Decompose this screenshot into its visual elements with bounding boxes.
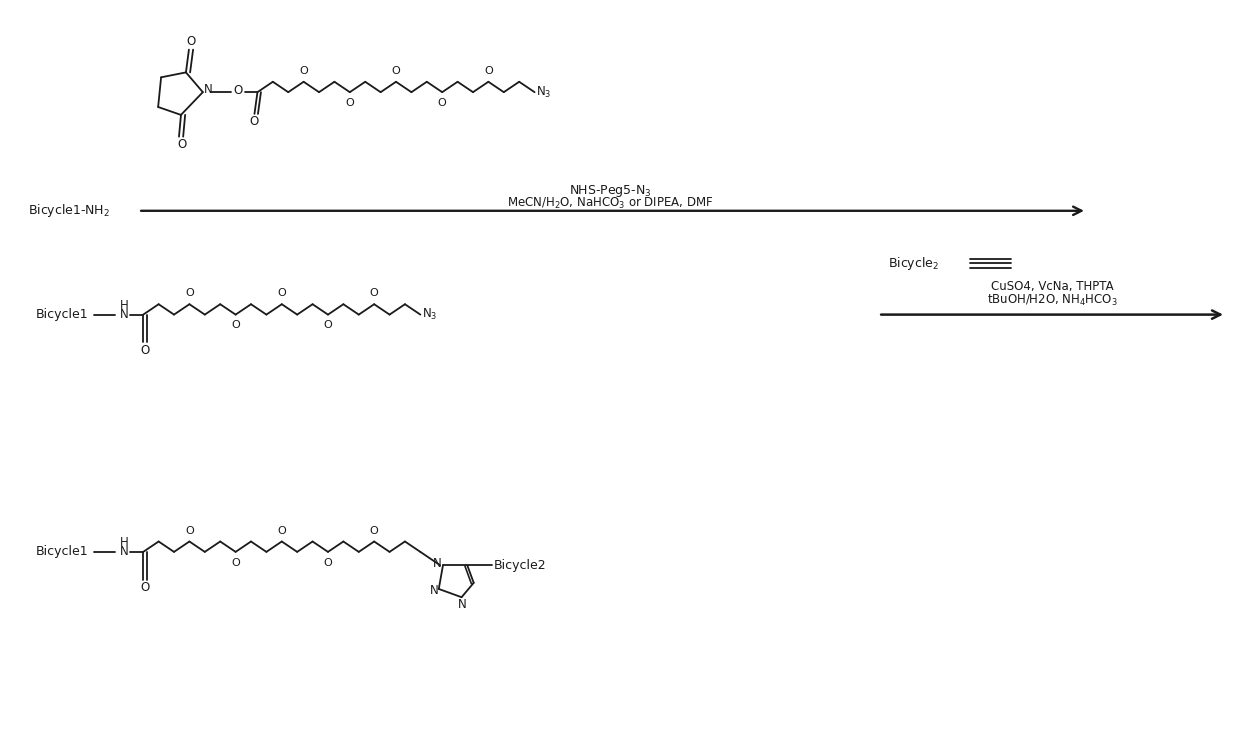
- Text: NHS-Peg5-N$_3$: NHS-Peg5-N$_3$: [569, 183, 651, 199]
- Text: tBuOH/H2O, NH$_4$HCO$_3$: tBuOH/H2O, NH$_4$HCO$_3$: [987, 293, 1117, 308]
- Text: N: N: [459, 597, 467, 611]
- Text: O: O: [370, 526, 378, 536]
- Text: O: O: [438, 98, 446, 108]
- Text: O: O: [233, 84, 242, 97]
- Text: O: O: [186, 35, 196, 48]
- Text: Bicycle2: Bicycle2: [494, 559, 547, 572]
- Text: N$_3$: N$_3$: [422, 307, 438, 322]
- Text: O: O: [346, 98, 355, 108]
- Text: Bicycle1-NH$_2$: Bicycle1-NH$_2$: [27, 203, 109, 219]
- Text: CuSO4, VcNa, THPTA: CuSO4, VcNa, THPTA: [991, 280, 1114, 294]
- Text: O: O: [140, 344, 150, 357]
- Text: H: H: [120, 299, 129, 312]
- Text: N: N: [433, 557, 441, 570]
- Text: O: O: [185, 526, 193, 536]
- Text: N: N: [120, 545, 129, 559]
- Text: N: N: [429, 584, 438, 597]
- Text: O: O: [231, 321, 241, 330]
- Text: Bicycle$_2$: Bicycle$_2$: [888, 255, 939, 272]
- Text: N: N: [120, 308, 129, 321]
- Text: O: O: [249, 115, 259, 128]
- Text: O: O: [370, 288, 378, 298]
- Text: Bicycle1: Bicycle1: [36, 545, 88, 559]
- Text: Bicycle1: Bicycle1: [36, 308, 88, 321]
- Text: O: O: [231, 558, 241, 568]
- Text: N: N: [203, 83, 213, 95]
- Text: O: O: [185, 288, 193, 298]
- Text: O: O: [299, 66, 308, 76]
- Text: N$_3$: N$_3$: [536, 84, 552, 100]
- Text: O: O: [484, 66, 492, 76]
- Text: MeCN/H$_2$O, NaHCO$_3$ or DIPEA, DMF: MeCN/H$_2$O, NaHCO$_3$ or DIPEA, DMF: [507, 196, 713, 211]
- Text: O: O: [278, 288, 286, 298]
- Text: O: O: [392, 66, 401, 76]
- Text: O: O: [324, 321, 332, 330]
- Text: H: H: [120, 537, 129, 550]
- Text: O: O: [140, 581, 150, 594]
- Text: O: O: [177, 138, 186, 151]
- Text: O: O: [278, 526, 286, 536]
- Text: O: O: [324, 558, 332, 568]
